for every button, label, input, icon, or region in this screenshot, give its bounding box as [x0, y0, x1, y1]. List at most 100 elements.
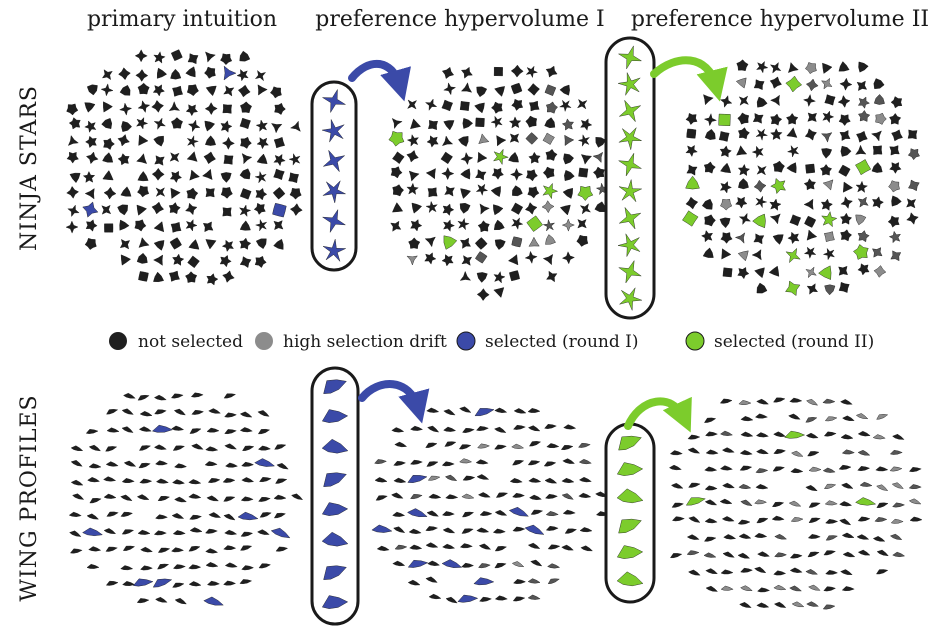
wing-profile-shape — [671, 502, 685, 508]
ninja-star-shape — [595, 137, 606, 148]
ninja-star-shape — [824, 231, 835, 242]
ninja-star-shape — [408, 237, 421, 249]
wing-profile-shape — [476, 527, 490, 533]
wing-profile-shape — [808, 584, 821, 591]
ninja-star-shape — [720, 232, 733, 244]
wing-profile-shape — [425, 542, 439, 548]
ninja-star-shape — [476, 272, 488, 283]
ninja-star-shape — [170, 68, 182, 80]
ninja-star-shape — [493, 271, 506, 284]
wing-profile-shape — [529, 441, 542, 447]
wing-profile-shape — [391, 492, 404, 499]
ninja-star-shape — [768, 265, 780, 277]
ninja-star-shape — [578, 167, 589, 178]
wing-profile-shape — [788, 413, 801, 420]
wing-profile-shape — [224, 412, 237, 418]
ninja-star-shape — [842, 181, 854, 193]
ninja-star-shape — [544, 84, 557, 96]
wing-profile-shape — [618, 518, 642, 534]
wing-profile-shape — [172, 582, 185, 588]
ninja-star-shape — [789, 214, 802, 226]
ninja-star-shape — [185, 202, 198, 216]
wing-profile-shape — [824, 416, 838, 422]
wing-profile-shape — [138, 462, 151, 469]
wing-profile-shape — [494, 426, 507, 433]
ninja-star-shape — [443, 120, 455, 131]
wing-profile-shape — [784, 430, 806, 439]
wing-profile-shape — [616, 488, 644, 504]
ninja-star-shape — [289, 203, 303, 216]
ninja-star-shape — [682, 210, 699, 227]
curved-arrow-green-bottom — [624, 396, 692, 433]
wing-profile-shape — [704, 536, 717, 542]
ninja-star-shape — [772, 234, 784, 245]
ninja-star-shape — [119, 102, 133, 116]
ninja-star-shape — [168, 101, 181, 112]
wing-profile-shape — [705, 585, 719, 592]
wing-profile-shape — [172, 479, 186, 485]
ninja-star-shape — [425, 200, 438, 214]
wing-profile-shape — [578, 458, 592, 465]
ninja-star-shape — [321, 119, 345, 143]
wing-profile-shape — [842, 551, 856, 558]
wing-profile-shape — [704, 485, 718, 491]
wing-profile-shape — [704, 499, 718, 506]
ninja-star-shape — [686, 128, 697, 139]
wing-profile-shape — [103, 493, 117, 499]
ninja-star-shape — [527, 83, 540, 96]
wing-profile-shape — [122, 545, 136, 551]
curved-arrow-green-top — [650, 56, 728, 102]
panel-wing-primary — [68, 392, 304, 606]
wing-profile-shape — [444, 441, 457, 447]
ninja-star-shape — [562, 187, 573, 199]
ninja-star-shape — [138, 237, 150, 248]
ninja-star-shape — [594, 201, 606, 213]
wing-profile-shape — [839, 501, 853, 507]
wing-profile-shape — [740, 585, 753, 591]
wing-profile-shape — [756, 602, 770, 608]
wing-profile-shape — [120, 494, 133, 501]
ninja-star-shape — [889, 145, 900, 156]
wing-profile-shape — [824, 483, 837, 489]
ninja-star-shape — [477, 220, 490, 233]
wing-profile-shape — [738, 533, 752, 539]
ninja-star-shape — [770, 94, 780, 107]
wing-profile-shape — [578, 442, 591, 448]
ninja-star-shape — [751, 145, 764, 159]
ninja-star-shape — [545, 149, 558, 161]
ninja-star-shape — [254, 69, 267, 82]
wing-profile-shape — [479, 596, 492, 602]
ninja-star-shape — [137, 171, 149, 182]
ninja-star-shape — [906, 198, 917, 209]
ninja-star-shape — [289, 187, 302, 200]
legend-swatch-not-selected — [109, 332, 127, 350]
wing-profile-shape — [791, 601, 805, 607]
wing-profile-shape — [618, 435, 642, 451]
ninja-star-shape — [138, 134, 149, 146]
wing-profile-shape — [188, 564, 202, 570]
wing-profile-shape — [239, 579, 253, 585]
wing-profile-shape — [394, 544, 408, 550]
wing-profile-shape — [240, 496, 254, 502]
ninja-star-shape — [442, 203, 455, 216]
ninja-star-shape — [617, 45, 643, 70]
wing-profile-shape — [527, 408, 541, 413]
ninja-star-shape — [478, 133, 490, 144]
ninja-star-shape — [85, 151, 99, 165]
ninja-star-shape — [824, 284, 836, 296]
ninja-star-shape — [186, 187, 199, 200]
ninja-star-shape — [753, 79, 765, 90]
ninja-star-shape — [239, 237, 252, 250]
ninja-star-shape — [406, 134, 419, 147]
ninja-star-shape — [529, 100, 540, 112]
legend: not selected high selection drift select… — [109, 331, 874, 352]
wing-profile-shape — [189, 527, 203, 533]
wing-profile-shape — [121, 408, 134, 415]
wing-profile-shape — [69, 530, 82, 537]
ninja-star-shape — [85, 135, 97, 148]
wing-profile-shape — [374, 477, 388, 483]
wing-profile-shape — [857, 449, 871, 456]
ninja-star-shape — [65, 220, 79, 234]
ninja-star-shape — [273, 168, 285, 180]
wing-profile-shape — [174, 496, 187, 503]
